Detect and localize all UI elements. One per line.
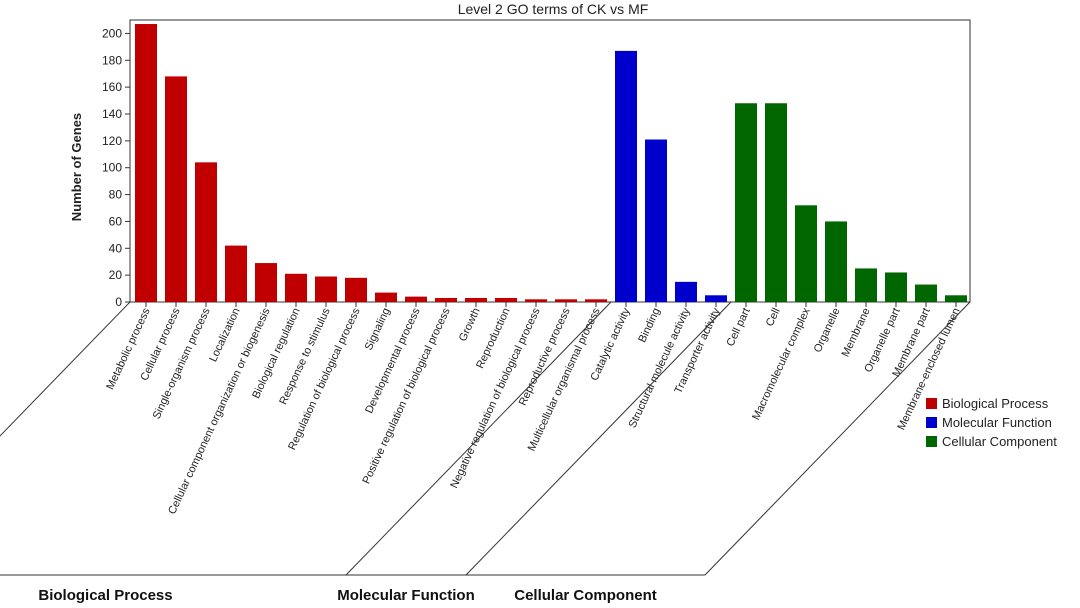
bar: [405, 296, 427, 302]
y-tick-label: 60: [109, 214, 123, 228]
bar: [525, 299, 547, 302]
bar: [135, 24, 157, 303]
y-tick-label: 180: [102, 53, 122, 67]
legend-label: Biological Process: [942, 396, 1049, 411]
category-label: Membrane: [840, 306, 873, 359]
group-label: Biological Process: [38, 587, 172, 604]
bar: [615, 50, 637, 303]
legend-label: Molecular Function: [942, 415, 1052, 430]
bar: [885, 272, 907, 302]
group-divider-line: [465, 301, 732, 576]
bars-layer: [135, 24, 967, 303]
bar: [225, 245, 247, 302]
bar: [705, 295, 727, 302]
group-divider-line: [0, 301, 131, 437]
category-label: Organelle: [812, 306, 843, 354]
bar: [585, 299, 607, 302]
bar: [315, 276, 337, 302]
bar: [465, 297, 487, 302]
bar: [555, 299, 577, 302]
bar: [195, 162, 217, 302]
plot-area-frame: [129, 19, 971, 303]
bar: [495, 297, 517, 302]
y-tick-label: 0: [115, 295, 122, 309]
legend-swatch: [926, 436, 937, 447]
category-label: Signaling: [363, 306, 393, 352]
y-axis-label: Number of Genes: [69, 113, 84, 221]
category-label: Localization: [207, 306, 242, 364]
legend: Biological Process Molecular Function Cell…: [926, 396, 1057, 449]
legend-swatch: [926, 417, 937, 428]
group-divider-line: [704, 301, 971, 576]
category-label: Single-organism process: [151, 306, 213, 421]
bar: [165, 76, 187, 303]
chart-title: Level 2 GO terms of CK vs MF: [458, 1, 649, 17]
legend-swatch: [926, 398, 937, 409]
y-tick-label: 200: [102, 26, 122, 40]
category-label: Cell part: [725, 306, 753, 348]
bar: [765, 103, 787, 302]
bar: [735, 103, 757, 302]
group-frame: [0, 301, 971, 576]
bar: [375, 292, 397, 302]
category-label: Cell: [764, 306, 783, 328]
bar: [825, 221, 847, 302]
group-labels: Biological Process Molecular Function Cell…: [38, 587, 656, 604]
group-divider-line: [345, 301, 612, 576]
bar: [345, 277, 367, 302]
group-label: Molecular Function: [337, 587, 475, 604]
bar: [435, 297, 457, 302]
y-tick-label: 20: [109, 268, 123, 282]
category-label: Macromolecular complex: [750, 306, 813, 422]
category-label: Binding: [636, 306, 662, 344]
legend-label: Cellular Component: [942, 434, 1057, 449]
y-tick-label: 140: [102, 107, 122, 121]
bar: [795, 205, 817, 302]
group-label: Cellular Component: [514, 587, 657, 604]
category-label: Developmental process: [363, 306, 423, 416]
category-label: Growth: [457, 306, 483, 343]
bar: [645, 139, 667, 302]
bar: [945, 295, 967, 302]
bar: [255, 263, 277, 302]
y-tick-label: 100: [102, 161, 122, 175]
bar: [285, 273, 307, 302]
y-tick-label: 160: [102, 80, 122, 94]
y-axis: 0 20 40 60 80 100 120 140 160 180 200: [102, 26, 130, 309]
y-tick-label: 40: [109, 241, 123, 255]
bar: [915, 284, 937, 302]
bar: [675, 281, 697, 302]
bar: [855, 268, 877, 302]
y-tick-label: 120: [102, 134, 122, 148]
y-tick-label: 80: [109, 188, 123, 202]
